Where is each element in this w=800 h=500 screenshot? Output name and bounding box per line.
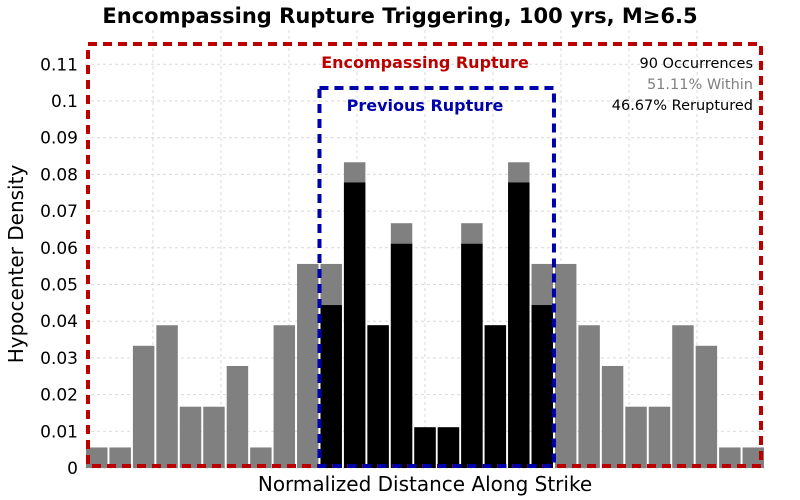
x-axis-label: Normalized Distance Along Strike bbox=[258, 472, 592, 496]
bar-reruptured bbox=[531, 305, 553, 468]
y-tick-label: 0.03 bbox=[40, 349, 78, 369]
y-tick-label: 0.08 bbox=[40, 165, 78, 185]
bar-reruptured bbox=[343, 182, 366, 468]
y-axis-ticks: 0 0.01 0.02 0.03 0.04 0.05 0.06 0.07 0.08 0.09 0.1… bbox=[40, 55, 78, 479]
bar-all bbox=[109, 447, 131, 468]
bar-all bbox=[156, 325, 178, 468]
y-tick-label: 0 bbox=[67, 459, 78, 479]
encompassing-rupture-label: Encompassing Rupture bbox=[321, 53, 529, 72]
y-tick-label: 0.06 bbox=[40, 239, 78, 259]
bar-reruptured bbox=[414, 427, 436, 468]
y-tick-label: 0.09 bbox=[40, 129, 78, 149]
y-tick-label: 0.05 bbox=[40, 276, 78, 296]
bar-all bbox=[578, 325, 600, 468]
bar-all bbox=[695, 345, 718, 468]
bar-all bbox=[179, 406, 202, 468]
grid-lines bbox=[85, 30, 765, 469]
bar-all bbox=[601, 365, 624, 468]
bar-all bbox=[554, 263, 577, 468]
previous-rupture-label: Previous Rupture bbox=[347, 96, 504, 115]
stat-occurrences: 90 Occurrences bbox=[639, 56, 753, 72]
bar-all bbox=[203, 406, 225, 468]
bar-reruptured bbox=[367, 325, 389, 468]
bar-all bbox=[719, 447, 741, 468]
bar-reruptured bbox=[508, 182, 530, 468]
bar-reruptured bbox=[390, 243, 413, 468]
y-tick-label: 0.01 bbox=[40, 422, 78, 442]
bar-all bbox=[297, 263, 319, 468]
y-axis-label: Hypocenter Density bbox=[4, 165, 28, 364]
bar-all bbox=[86, 447, 108, 468]
y-tick-label: 0.11 bbox=[40, 55, 78, 75]
y-tick-label: 0.07 bbox=[40, 202, 78, 222]
stat-within: 51.11% Within bbox=[647, 77, 753, 93]
bars-reruptured-hypocenters bbox=[320, 182, 553, 468]
bar-all bbox=[226, 365, 249, 468]
previous-rupture-box bbox=[317, 86, 556, 468]
bar-all bbox=[132, 345, 155, 468]
bar-reruptured bbox=[437, 427, 460, 468]
bar-reruptured bbox=[320, 305, 342, 468]
bar-reruptured bbox=[461, 243, 483, 468]
y-tick-label: 0.1 bbox=[51, 92, 78, 112]
y-tick-label: 0.04 bbox=[40, 312, 78, 332]
y-tick-label: 0.02 bbox=[40, 386, 78, 406]
bar-reruptured bbox=[484, 325, 507, 468]
bar-all bbox=[625, 406, 647, 468]
bar-all bbox=[273, 325, 296, 468]
bar-all bbox=[672, 325, 694, 468]
chart-title: Encompassing Rupture Triggering, 100 yrs… bbox=[102, 4, 697, 28]
bar-all bbox=[742, 447, 764, 468]
bar-all bbox=[250, 447, 272, 468]
stat-reruptured: 46.67% Reruptured bbox=[612, 98, 753, 114]
bar-all bbox=[648, 406, 671, 468]
